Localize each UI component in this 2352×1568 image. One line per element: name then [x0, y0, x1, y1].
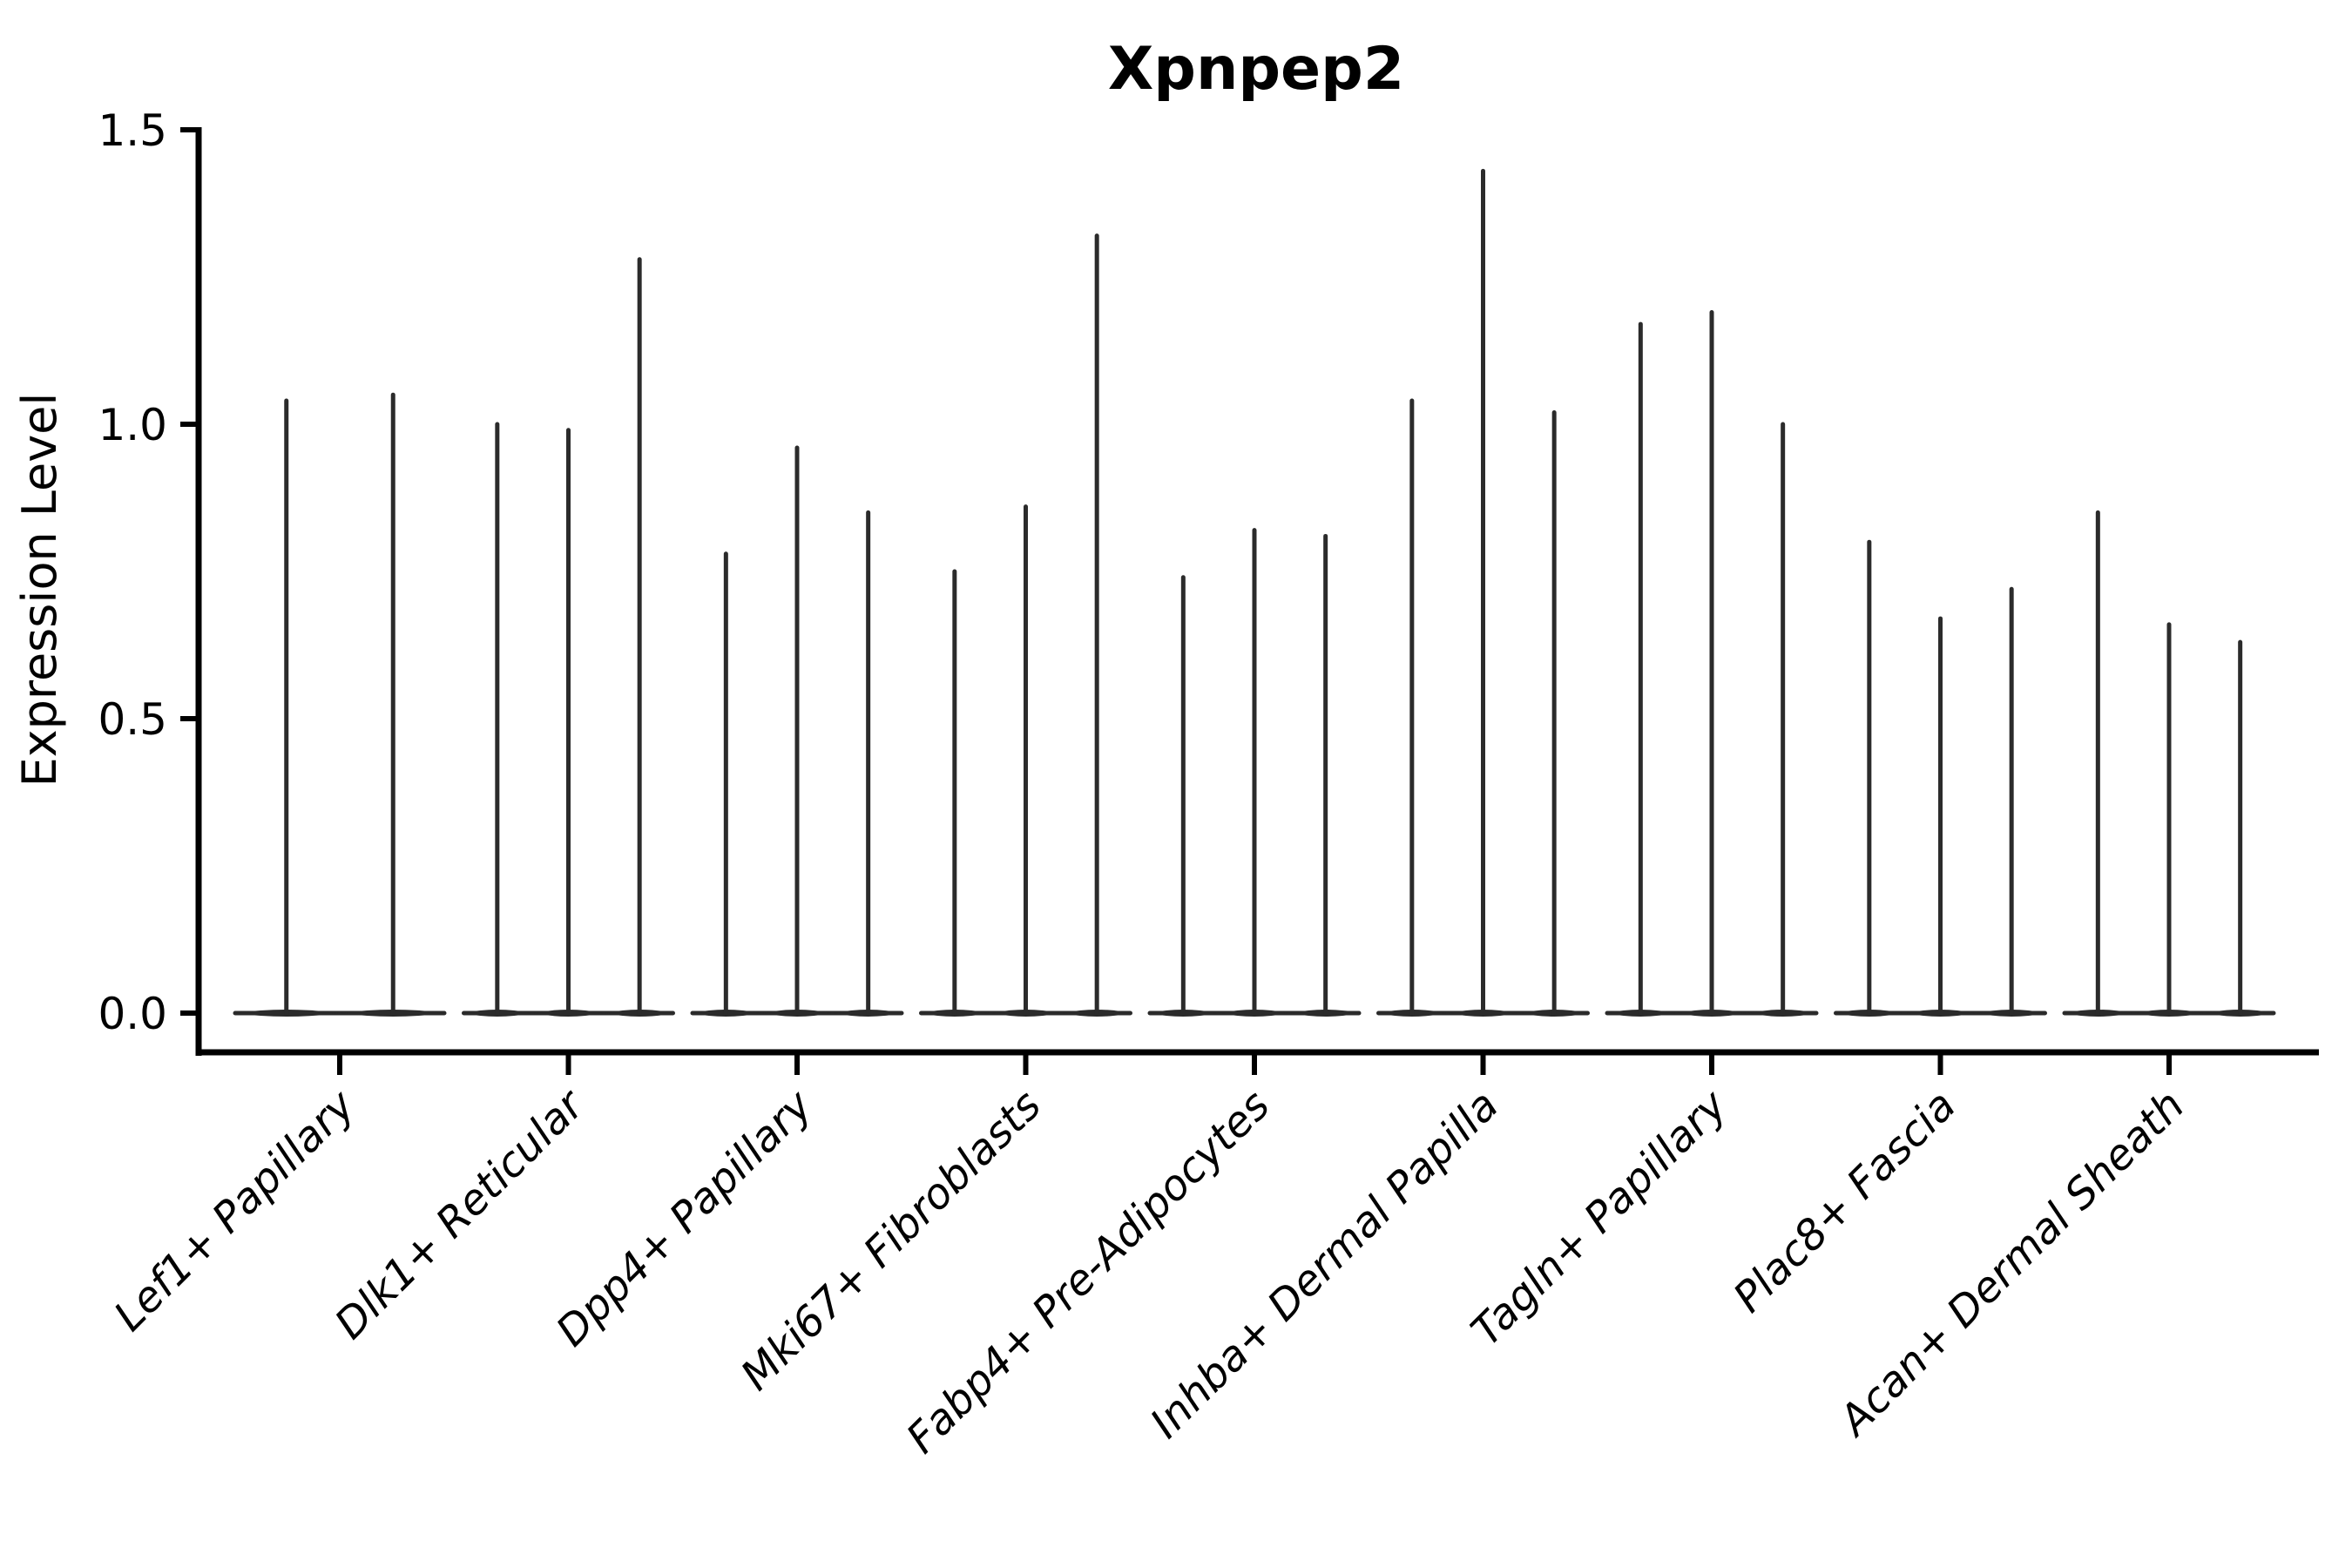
y-axis-label: Expression Level	[12, 393, 67, 787]
x-tick-label: Dlk1+ Reticular	[326, 1079, 596, 1349]
y-axis-ticks: 0.0 0.5 1.0 1.5	[98, 105, 199, 1039]
violins	[233, 168, 2276, 1017]
violin-group	[2062, 510, 2276, 1017]
y-tick-label: 1.0	[98, 400, 167, 450]
x-tick-label: Tagln+ Papillary	[1462, 1080, 1737, 1355]
x-tick-label: Lef1+ Papillary	[105, 1080, 365, 1341]
y-tick-label: 0.5	[98, 694, 167, 745]
violin-group	[462, 257, 675, 1017]
violin-group	[1147, 528, 1362, 1017]
violin-group	[919, 233, 1132, 1017]
violin-group	[233, 392, 447, 1017]
x-tick-label: Fabp4+ Pre-Adipocytes	[897, 1081, 1280, 1463]
x-tick-label: Plac8+ Fascia	[1724, 1081, 1965, 1322]
violin-group	[1376, 168, 1590, 1017]
violin-group	[1605, 310, 1819, 1017]
y-tick-label: 0.0	[98, 989, 167, 1039]
y-tick-label: 1.5	[98, 105, 167, 156]
violin-group	[690, 445, 904, 1017]
chart-title: Xpnpep2	[1108, 35, 1404, 104]
violin-group	[1834, 539, 2047, 1017]
x-tick-label: Dpp4+ Papillary	[547, 1080, 822, 1355]
